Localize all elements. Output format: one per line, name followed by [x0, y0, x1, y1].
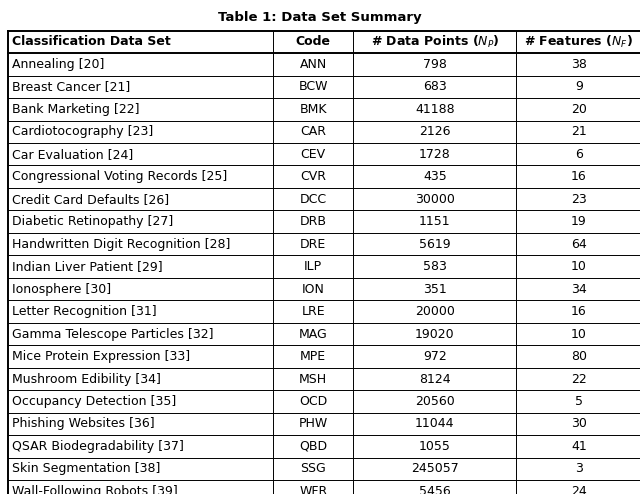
Text: DRB: DRB	[300, 215, 327, 228]
Text: 41188: 41188	[415, 103, 454, 116]
Text: BMK: BMK	[300, 103, 327, 116]
Text: 11044: 11044	[415, 417, 454, 430]
Text: OCD: OCD	[299, 395, 328, 408]
Text: Indian Liver Patient [29]: Indian Liver Patient [29]	[12, 260, 163, 273]
Text: 22: 22	[571, 372, 587, 385]
Text: Diabetic Retinopathy [27]: Diabetic Retinopathy [27]	[12, 215, 173, 228]
Text: PHW: PHW	[299, 417, 328, 430]
Text: Letter Recognition [31]: Letter Recognition [31]	[12, 305, 157, 318]
Text: DCC: DCC	[300, 193, 327, 206]
Text: 21: 21	[571, 125, 587, 138]
Text: 24: 24	[571, 485, 587, 494]
Text: 1728: 1728	[419, 148, 451, 161]
Text: 1055: 1055	[419, 440, 451, 453]
Text: 8124: 8124	[419, 372, 451, 385]
Text: CEV: CEV	[301, 148, 326, 161]
Text: DRE: DRE	[300, 238, 326, 250]
Text: 5619: 5619	[419, 238, 451, 250]
Text: Car Evaluation [24]: Car Evaluation [24]	[12, 148, 133, 161]
Text: 5: 5	[575, 395, 583, 408]
Text: 41: 41	[571, 440, 587, 453]
Text: Table 1: Data Set Summary: Table 1: Data Set Summary	[218, 11, 422, 24]
Text: Ionosphere [30]: Ionosphere [30]	[12, 283, 111, 295]
Text: Mushroom Edibility [34]: Mushroom Edibility [34]	[12, 372, 161, 385]
Text: # Features ($\mathit{N_F}$): # Features ($\mathit{N_F}$)	[525, 34, 633, 50]
Text: 30: 30	[571, 417, 587, 430]
Text: 2126: 2126	[419, 125, 451, 138]
Text: 972: 972	[423, 350, 447, 363]
Text: 6: 6	[575, 148, 583, 161]
Text: ANN: ANN	[300, 58, 327, 71]
Text: 1151: 1151	[419, 215, 451, 228]
Text: MSH: MSH	[300, 372, 327, 385]
Text: 10: 10	[571, 328, 587, 340]
Text: 19020: 19020	[415, 328, 454, 340]
Text: CVR: CVR	[300, 170, 326, 183]
Text: 798: 798	[423, 58, 447, 71]
Text: 683: 683	[423, 81, 447, 93]
Text: 80: 80	[571, 350, 587, 363]
Text: Classification Data Set: Classification Data Set	[12, 36, 171, 48]
Text: 20000: 20000	[415, 305, 455, 318]
Text: 20: 20	[571, 103, 587, 116]
Text: QBD: QBD	[300, 440, 327, 453]
Text: BCW: BCW	[298, 81, 328, 93]
Text: 245057: 245057	[411, 462, 459, 475]
Text: 20560: 20560	[415, 395, 455, 408]
Text: 5456: 5456	[419, 485, 451, 494]
Text: Code: Code	[296, 36, 331, 48]
Text: Breast Cancer [21]: Breast Cancer [21]	[12, 81, 131, 93]
Text: Annealing [20]: Annealing [20]	[12, 58, 104, 71]
Text: Skin Segmentation [38]: Skin Segmentation [38]	[12, 462, 161, 475]
Text: # Data Points ($\mathit{N_P}$): # Data Points ($\mathit{N_P}$)	[371, 34, 499, 50]
Text: 3: 3	[575, 462, 583, 475]
Text: 38: 38	[571, 58, 587, 71]
Text: 64: 64	[571, 238, 587, 250]
Text: 30000: 30000	[415, 193, 455, 206]
Text: 10: 10	[571, 260, 587, 273]
Text: 435: 435	[423, 170, 447, 183]
Text: Mice Protein Expression [33]: Mice Protein Expression [33]	[12, 350, 190, 363]
Text: Occupancy Detection [35]: Occupancy Detection [35]	[12, 395, 177, 408]
Text: 16: 16	[571, 305, 587, 318]
Text: 9: 9	[575, 81, 583, 93]
Text: LRE: LRE	[301, 305, 325, 318]
Text: CAR: CAR	[300, 125, 326, 138]
Text: ILP: ILP	[304, 260, 323, 273]
Text: WFR: WFR	[299, 485, 328, 494]
Text: SSG: SSG	[300, 462, 326, 475]
Text: MAG: MAG	[299, 328, 328, 340]
Text: 19: 19	[571, 215, 587, 228]
Text: Bank Marketing [22]: Bank Marketing [22]	[12, 103, 140, 116]
Text: 16: 16	[571, 170, 587, 183]
Text: 351: 351	[423, 283, 447, 295]
Text: Cardiotocography [23]: Cardiotocography [23]	[12, 125, 154, 138]
Text: ION: ION	[302, 283, 324, 295]
Text: MPE: MPE	[300, 350, 326, 363]
Text: Congressional Voting Records [25]: Congressional Voting Records [25]	[12, 170, 227, 183]
Text: Handwritten Digit Recognition [28]: Handwritten Digit Recognition [28]	[12, 238, 230, 250]
Text: 583: 583	[423, 260, 447, 273]
Text: 23: 23	[571, 193, 587, 206]
Text: Wall-Following Robots [39]: Wall-Following Robots [39]	[12, 485, 178, 494]
Text: QSAR Biodegradability [37]: QSAR Biodegradability [37]	[12, 440, 184, 453]
Text: Phishing Websites [36]: Phishing Websites [36]	[12, 417, 155, 430]
Text: 34: 34	[571, 283, 587, 295]
Text: Gamma Telescope Particles [32]: Gamma Telescope Particles [32]	[12, 328, 214, 340]
Text: Credit Card Defaults [26]: Credit Card Defaults [26]	[12, 193, 170, 206]
